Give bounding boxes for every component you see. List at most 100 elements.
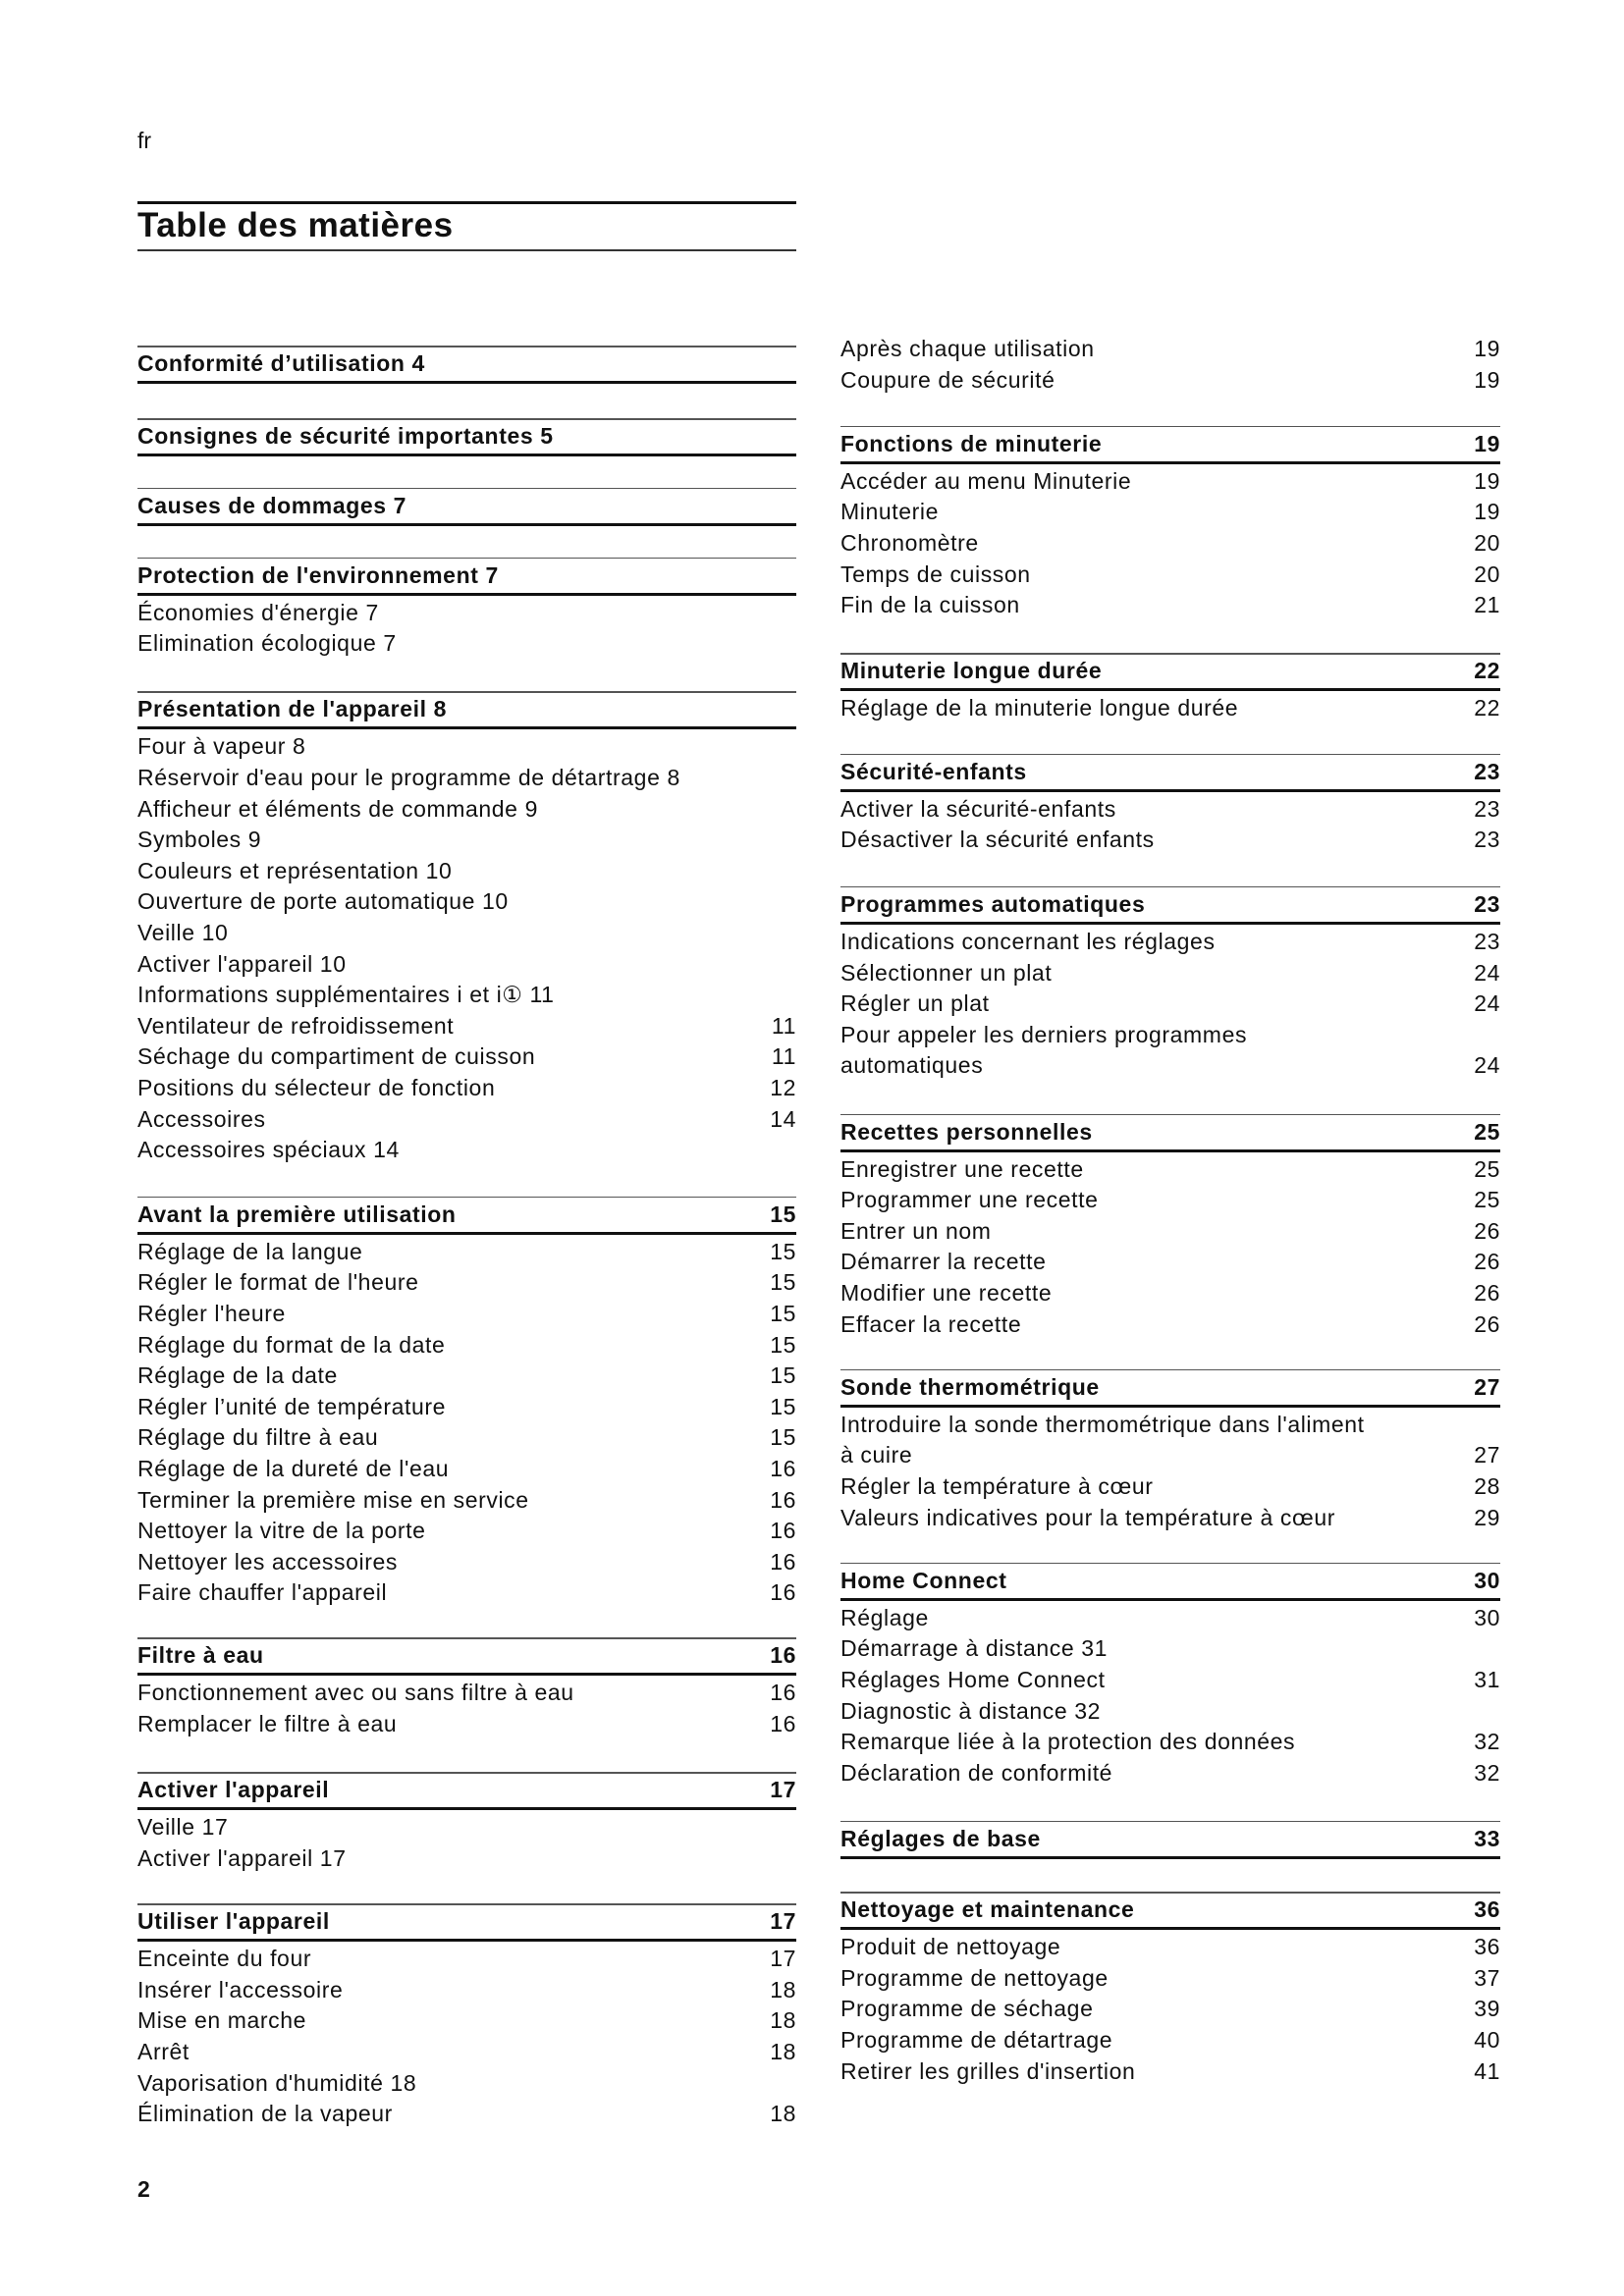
section-heading[interactable]: Causes de dommages 7 [137, 491, 796, 522]
toc-entry[interactable]: Réglages Home Connect 31 [840, 1665, 1500, 1696]
entry-title: Fin de la cuisson [840, 592, 1020, 618]
toc-entry[interactable]: Retirer les grilles d'insertion 41 [840, 2056, 1500, 2088]
section-heading[interactable]: Activer l'appareil 17 [137, 1775, 796, 1806]
toc-entry[interactable]: Réglage de la langue 15 [137, 1237, 796, 1268]
toc-entry[interactable]: Afficheur et éléments de commande 9 [137, 794, 796, 826]
toc-entry[interactable]: Veille 17 [137, 1812, 796, 1843]
toc-entry[interactable]: Réservoir d'eau pour le programme de dét… [137, 763, 796, 794]
toc-entry[interactable]: Ouverture de porte automatique 10 [137, 886, 796, 918]
section-heading[interactable]: Programmes automatiques 23 [840, 889, 1500, 921]
toc-entry[interactable]: Déclaration de conformité 32 [840, 1758, 1500, 1789]
toc-entry[interactable]: Valeurs indicatives pour la température … [840, 1503, 1500, 1534]
section-heading[interactable]: Protection de l'environnement 7 [137, 561, 796, 592]
toc-entry[interactable]: Réglage 30 [840, 1603, 1500, 1634]
toc-entry[interactable]: Faire chauffer l'appareil 16 [137, 1577, 796, 1609]
toc-entry[interactable]: Veille 10 [137, 918, 796, 949]
entry-page: 19 [1474, 499, 1500, 525]
section-heading[interactable]: Avant la première utilisation 15 [137, 1200, 796, 1231]
toc-entry[interactable]: Chronomètre 20 [840, 528, 1500, 560]
section-heading[interactable]: Conformité d’utilisation 4 [137, 348, 796, 380]
toc-entry[interactable]: Démarrage à distance 31 [840, 1633, 1500, 1665]
entry-title: Minuterie [840, 499, 939, 525]
toc-entry[interactable]: Remarque liée à la protection des donnée… [840, 1727, 1500, 1758]
toc-entry[interactable]: Programme de nettoyage 37 [840, 1963, 1500, 1995]
toc-entry[interactable]: Symboles 9 [137, 825, 796, 856]
entry-page: 26 [1474, 1310, 1500, 1337]
section-heading[interactable]: Utiliser l'appareil 17 [137, 1906, 796, 1938]
section-heading[interactable]: Consignes de sécurité importantes 5 [137, 421, 796, 453]
toc-entry[interactable]: Programme de séchage 39 [840, 1994, 1500, 2025]
toc-entry[interactable]: Réglage du filtre à eau 15 [137, 1422, 796, 1454]
toc-entry[interactable]: Enregistrer une recette 25 [840, 1154, 1500, 1186]
toc-entry[interactable]: Régler un plat 24 [840, 988, 1500, 1020]
toc-entry[interactable]: Régler l’unité de température 15 [137, 1392, 796, 1423]
toc-entry[interactable]: Produit de nettoyage 36 [840, 1932, 1500, 1963]
section-heading[interactable]: Minuterie longue durée 22 [840, 656, 1500, 687]
toc-entry[interactable]: Ventilateur de refroidissement 11 [137, 1011, 796, 1042]
toc-entry[interactable]: Vaporisation d'humidité 18 [137, 2068, 796, 2100]
toc-entry[interactable]: Accéder au menu Minuterie 19 [840, 466, 1500, 498]
toc-entry[interactable]: Réglage du format de la date 15 [137, 1330, 796, 1362]
toc-entry[interactable]: Démarrer la recette 26 [840, 1247, 1500, 1278]
toc-entry[interactable]: Accessoires 14 [137, 1104, 796, 1136]
toc-entry[interactable]: Activer l'appareil 17 [137, 1843, 796, 1875]
toc-entry[interactable]: Réglage de la dureté de l'eau 16 [137, 1454, 796, 1485]
section-heading[interactable]: Sonde thermométrique 27 [840, 1372, 1500, 1404]
toc-entry[interactable]: Activer la sécurité-enfants 23 [840, 794, 1500, 826]
toc-entry[interactable]: Coupure de sécurité 19 [840, 365, 1500, 397]
entry-title: Recettes personnelles [840, 1118, 1093, 1145]
toc-entry[interactable]: Programmer une recette 25 [840, 1185, 1500, 1216]
toc-entry[interactable]: Nettoyer la vitre de la porte 16 [137, 1516, 796, 1547]
toc-entry[interactable]: Désactiver la sécurité enfants 23 [840, 825, 1500, 856]
toc-entry[interactable]: Enceinte du four 17 [137, 1944, 796, 1975]
toc-entry[interactable]: Entrer un nom 26 [840, 1216, 1500, 1248]
toc-entry[interactable]: Couleurs et représentation 10 [137, 856, 796, 887]
toc-entry[interactable]: Fin de la cuisson 21 [840, 590, 1500, 621]
toc-entry[interactable]: Remplacer le filtre à eau 16 [137, 1709, 796, 1740]
toc-entry[interactable]: Mise en marche 18 [137, 2005, 796, 2037]
section-rule-bottom [840, 921, 1500, 925]
toc-entry[interactable]: Insérer l'accessoire 18 [137, 1975, 796, 2006]
toc-entry[interactable]: Élimination de la vapeur 18 [137, 2099, 796, 2130]
entry-page: 32 [1474, 1729, 1500, 1755]
toc-entry[interactable]: Terminer la première mise en service 16 [137, 1485, 796, 1517]
toc-entry[interactable]: Séchage du compartiment de cuisson 11 [137, 1041, 796, 1073]
toc-entry[interactable]: Régler le format de l'heure 15 [137, 1267, 796, 1299]
toc-entry[interactable]: Fonctionnement avec ou sans filtre à eau… [137, 1678, 796, 1709]
toc-entry[interactable]: Régler la température à cœur 28 [840, 1471, 1500, 1503]
section-heading[interactable]: Home Connect 30 [840, 1566, 1500, 1597]
section-heading[interactable]: Nettoyage et maintenance 36 [840, 1895, 1500, 1926]
entry-page: 23 [1474, 795, 1500, 822]
toc-entry[interactable]: Pour appeler les derniers programmes aut… [840, 1020, 1500, 1082]
toc-entry[interactable]: Elimination écologique 7 [137, 628, 796, 660]
toc-entry[interactable]: Effacer la recette 26 [840, 1309, 1500, 1341]
toc-entry[interactable]: Économies d'énergie 7 [137, 598, 796, 629]
toc-entry[interactable]: Informations supplémentaires i et i① 11 [137, 980, 796, 1011]
entry-title: Fonctions de minuterie [840, 430, 1103, 456]
section-heading[interactable]: Fonctions de minuterie 19 [840, 429, 1500, 460]
toc-entry[interactable]: Modifier une recette 26 [840, 1278, 1500, 1309]
toc-entry[interactable]: Réglage de la date 15 [137, 1361, 796, 1392]
toc-entry[interactable]: Positions du sélecteur de fonction 12 [137, 1073, 796, 1104]
toc-entry[interactable]: Four à vapeur 8 [137, 731, 796, 763]
section-heading[interactable]: Présentation de l'appareil 8 [137, 694, 796, 725]
toc-entry[interactable]: Diagnostic à distance 32 [840, 1696, 1500, 1728]
toc-entry[interactable]: Activer l'appareil 10 [137, 949, 796, 981]
toc-entry[interactable]: Régler l'heure 15 [137, 1299, 796, 1330]
toc-entry[interactable]: Temps de cuisson 20 [840, 560, 1500, 591]
section-heading[interactable]: Filtre à eau 16 [137, 1640, 796, 1672]
toc-entry[interactable]: Accessoires spéciaux 14 [137, 1135, 796, 1166]
entry-title: Modifier une recette [840, 1279, 1053, 1306]
toc-entry[interactable]: Sélectionner un plat 24 [840, 958, 1500, 989]
toc-entry[interactable]: Introduire la sonde thermométrique dans … [840, 1410, 1500, 1471]
section-heading[interactable]: Réglages de base 33 [840, 1824, 1500, 1855]
toc-entry[interactable]: Réglage de la minuterie longue durée 22 [840, 693, 1500, 724]
toc-entry[interactable]: Après chaque utilisation 19 [840, 334, 1500, 365]
toc-entry[interactable]: Minuterie 19 [840, 497, 1500, 528]
section-heading[interactable]: Sécurité-enfants 23 [840, 757, 1500, 788]
toc-entry[interactable]: Indications concernant les réglages 23 [840, 927, 1500, 958]
toc-entry[interactable]: Programme de détartrage 40 [840, 2025, 1500, 2056]
toc-entry[interactable]: Arrêt 18 [137, 2037, 796, 2068]
section-heading[interactable]: Recettes personnelles 25 [840, 1117, 1500, 1148]
toc-entry[interactable]: Nettoyer les accessoires 16 [137, 1547, 796, 1578]
